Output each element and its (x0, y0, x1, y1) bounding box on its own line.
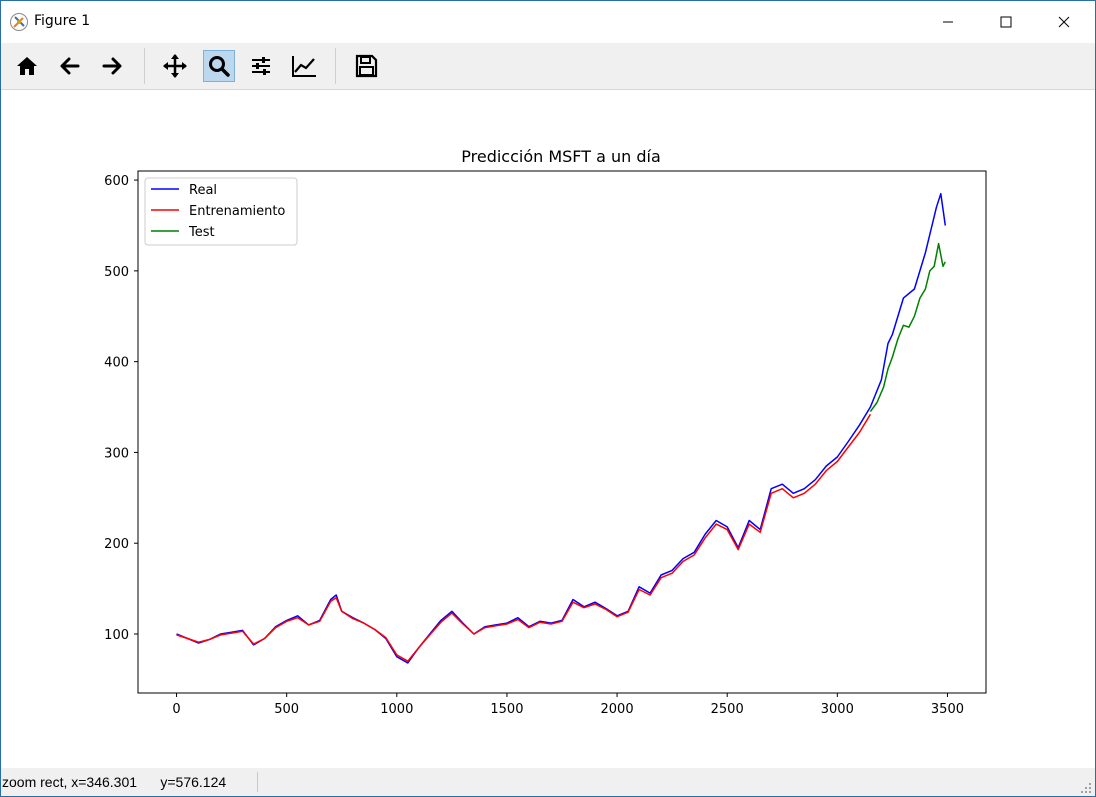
home-icon (17, 57, 37, 75)
y-tick-label: 400 (104, 356, 129, 371)
legend-label: Entrenamiento (189, 204, 285, 219)
y-tick-label: 500 (104, 265, 129, 280)
x-tick-label: 0 (172, 702, 180, 717)
floppy-disk-icon (355, 54, 378, 78)
minimize-icon (943, 21, 953, 23)
figure-canvas[interactable]: Predicción MSFT a un día 0 500 1000 1500 200… (1, 90, 1095, 768)
subplots-button[interactable] (245, 50, 277, 82)
chart-title: Predicción MSFT a un día (461, 147, 661, 166)
pan-button[interactable] (159, 50, 191, 82)
resize-grip-icon[interactable] (1081, 783, 1091, 793)
chart[interactable]: Predicción MSFT a un día 0 500 1000 1500 200… (1, 90, 1095, 768)
x-axis: 0 500 1000 1500 2000 2500 3000 3500 (172, 693, 964, 717)
magnifier-icon (209, 56, 230, 77)
toolbar-separator (335, 48, 336, 84)
customize-button[interactable] (288, 50, 320, 82)
legend-label: Test (188, 225, 215, 240)
plot-frame (137, 170, 987, 694)
close-button[interactable] (1035, 1, 1093, 43)
y-tick-label: 100 (104, 628, 129, 643)
app-icon (10, 13, 28, 31)
sliders-icon (252, 57, 270, 75)
status-bar: zoom rect, x=346.301 y=576.124 (1, 768, 1095, 796)
maximize-button[interactable] (977, 1, 1035, 43)
window-title: Figure 1 (34, 13, 91, 29)
x-tick-label: 2000 (601, 702, 634, 717)
x-tick-label: 2500 (711, 702, 744, 717)
close-icon (1058, 16, 1070, 28)
home-button[interactable] (11, 50, 43, 82)
minimize-button[interactable] (919, 1, 977, 43)
forward-button[interactable] (96, 50, 128, 82)
arrow-left-icon (60, 57, 80, 75)
legend-box (144, 177, 298, 246)
toolbar-separator (144, 48, 145, 84)
maximize-icon (1000, 16, 1012, 28)
title-bar[interactable]: Figure 1 (1, 1, 1095, 43)
move-icon (163, 54, 187, 78)
line-chart-icon (292, 56, 316, 77)
x-tick-label: 1000 (380, 702, 413, 717)
x-tick-label: 1500 (490, 702, 523, 717)
save-button[interactable] (350, 50, 382, 82)
navigation-toolbar (1, 43, 1095, 90)
y-axis: 100 200 300 400 500 600 (104, 174, 138, 643)
x-tick-label: 500 (274, 702, 299, 717)
status-separator (257, 772, 258, 792)
legend: Real Entrenamiento Test (144, 177, 298, 246)
y-tick-label: 600 (104, 174, 129, 189)
series-line-2 (869, 242, 946, 413)
series-line-1 (176, 413, 872, 662)
back-button[interactable] (54, 50, 86, 82)
zoom-button[interactable] (203, 50, 235, 82)
series-line-0 (176, 192, 947, 664)
cursor-coordinates: zoom rect, x=346.301 y=576.124 (2, 774, 227, 790)
x-tick-label: 3000 (821, 702, 854, 717)
legend-label: Real (189, 183, 217, 198)
y-tick-label: 300 (104, 446, 129, 461)
y-tick-label: 200 (104, 537, 129, 552)
plot-lines (176, 192, 947, 664)
x-tick-label: 3500 (931, 702, 964, 717)
arrow-right-icon (102, 57, 122, 75)
